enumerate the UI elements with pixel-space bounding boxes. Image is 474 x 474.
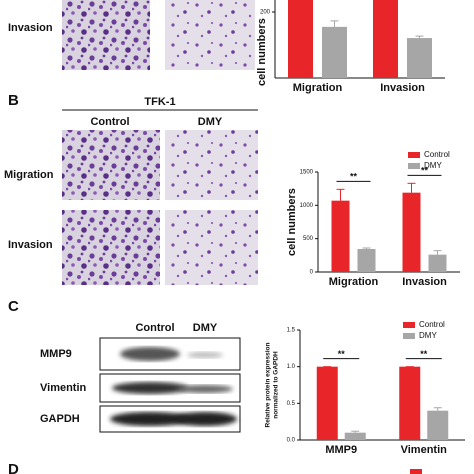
panel-letter: B [8, 92, 19, 109]
band [110, 412, 190, 426]
bar [357, 249, 376, 272]
row-label: Invasion [8, 239, 53, 251]
y-tick-label: 0.5 [287, 401, 296, 407]
panel-letter: D [8, 461, 19, 474]
micrographs [62, 0, 258, 285]
legend-label: Control [419, 320, 445, 329]
row-label: Invasion [8, 22, 53, 34]
y-tick-label: 1.0 [287, 364, 296, 370]
significance: ** [421, 166, 429, 176]
col-label: DMY [193, 322, 218, 334]
col-label: Control [90, 116, 129, 128]
band [187, 352, 223, 358]
significance: ** [338, 349, 346, 359]
panel-letter: C [8, 298, 19, 315]
x-tick-label: Invasion [380, 82, 425, 94]
y-tick-label: 500 [303, 236, 314, 242]
x-tick-label: Migration [329, 276, 379, 288]
legend-label: DMY [419, 331, 437, 340]
bar [344, 432, 366, 440]
bar [402, 192, 421, 272]
bar [399, 366, 421, 440]
bar [322, 26, 347, 79]
x-tick-label: Vimentin [401, 444, 448, 456]
legend-label: DMY [424, 161, 442, 170]
micrograph [165, 0, 255, 70]
y-tick-label: 1.5 [287, 328, 296, 334]
band [120, 347, 180, 361]
y-axis-label: Relative protein expression [265, 343, 272, 428]
y-axis-label: cell numbers [256, 18, 268, 86]
band [177, 385, 233, 393]
row-label: MMP9 [40, 348, 72, 360]
legend-swatch [408, 152, 420, 158]
legend-swatch [403, 322, 415, 328]
micrograph [62, 130, 160, 200]
legend-swatch [403, 333, 415, 339]
x-tick-label: MMP9 [325, 444, 357, 456]
band [173, 412, 237, 426]
bar [428, 254, 447, 272]
x-tick-label: Invasion [402, 276, 447, 288]
row-label: Vimentin [40, 382, 87, 394]
bar [373, 0, 398, 78]
y-tick-label: 0.0 [287, 438, 296, 444]
band [112, 382, 188, 394]
bar [427, 410, 449, 440]
x-tick-label: Migration [293, 82, 343, 94]
bar [331, 200, 350, 272]
row-label: Migration [4, 169, 54, 181]
y-tick-label: 200 [260, 10, 271, 16]
micrograph [165, 210, 258, 285]
y-tick-label: 1000 [300, 203, 314, 209]
y-tick-label: 1500 [300, 170, 314, 176]
significance: ** [350, 172, 358, 182]
col-label: Control [135, 322, 174, 334]
legend-swatch [408, 163, 420, 169]
micrograph [165, 130, 258, 200]
cell-line: TFK-1 [144, 96, 175, 108]
legend-label: Control [424, 150, 450, 159]
y-axis-label: normalized to GAPDH [273, 351, 280, 419]
significance: ** [420, 349, 428, 359]
bar [288, 0, 313, 78]
legend-stub [410, 469, 422, 474]
micrograph [62, 0, 150, 70]
y-tick-label: 0 [310, 270, 314, 276]
col-label: DMY [198, 116, 223, 128]
micrograph [62, 210, 160, 285]
blots [99, 337, 241, 433]
bar [316, 366, 338, 440]
bar [407, 38, 432, 78]
row-label: GAPDH [40, 413, 80, 425]
y-axis-label: cell numbers [286, 188, 298, 256]
